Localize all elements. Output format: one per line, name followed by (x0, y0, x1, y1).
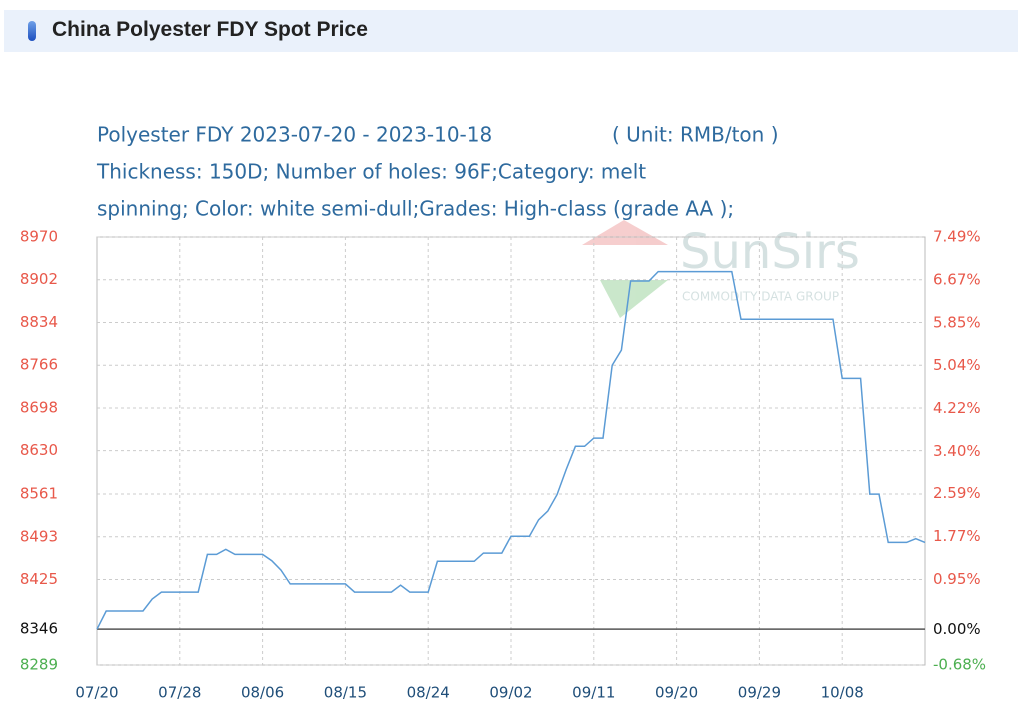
y2-tick-label: 1.77% (933, 527, 981, 545)
price-line (96, 270, 926, 630)
y-tick-label: 8493 (20, 527, 58, 545)
watermark-subtext: COMMODITY DATA GROUP (682, 290, 839, 304)
y2-tick-label: 5.85% (933, 313, 981, 331)
chart-subtitle: Thickness: 150D; Number of holes: 96F;Ca… (96, 160, 646, 184)
watermark-leaf (600, 280, 668, 318)
watermark-roof (582, 220, 668, 245)
y-tick-label: 8970 (20, 228, 58, 246)
y2-tick-label: 7.49% (933, 228, 981, 246)
chart-subtitle: spinning; Color: white semi-dull;Grades:… (97, 197, 734, 221)
header-title: China Polyester FDY Spot Price (52, 18, 368, 41)
header: China Polyester FDY Spot Price (4, 10, 1018, 52)
watermark-text: SunSirs (680, 224, 860, 280)
header-icon (28, 21, 36, 41)
y-tick-label: 8698 (20, 398, 58, 416)
y2-tick-label: 0.95% (933, 570, 981, 588)
y-tick-label: 8834 (20, 313, 58, 331)
y-tick-label: 8346 (20, 620, 58, 638)
y-tick-label: 8561 (20, 485, 58, 503)
x-tick-label: 07/20 (75, 684, 118, 702)
x-tick-label: 08/15 (324, 684, 367, 702)
x-tick-label: 09/11 (572, 684, 615, 702)
y2-tick-label: 2.59% (933, 484, 981, 502)
watermark: SunSirs COMMODITY DATA GROUP (582, 220, 860, 318)
y2-tick-label: 0.00% (933, 620, 981, 638)
y-tick-label: 8630 (20, 441, 58, 459)
chart-unit: ( Unit: RMB/ton ) (612, 123, 779, 147)
y2-tick-label: 4.22% (933, 399, 981, 417)
chart-title: Polyester FDY 2023-07-20 - 2023-10-18 (97, 123, 492, 147)
x-tick-label: 10/08 (821, 684, 864, 702)
y-tick-label: 8766 (20, 356, 58, 374)
x-tick-label: 09/02 (489, 684, 532, 702)
x-tick-label: 08/24 (407, 684, 450, 702)
y-tick-label: 8425 (20, 570, 58, 588)
y-tick-label: 8902 (20, 270, 58, 288)
x-tick-label: 08/06 (241, 684, 284, 702)
x-tick-label: 09/20 (655, 684, 698, 702)
y-tick-label: 8289 (20, 656, 58, 674)
y2-tick-label: 5.04% (933, 356, 981, 374)
x-tick-label: 09/29 (738, 684, 781, 702)
y2-tick-label: -0.68% (933, 656, 986, 674)
y2-tick-label: 3.40% (933, 442, 981, 460)
y2-tick-label: 6.67% (933, 270, 981, 288)
x-tick-label: 07/28 (158, 684, 201, 702)
